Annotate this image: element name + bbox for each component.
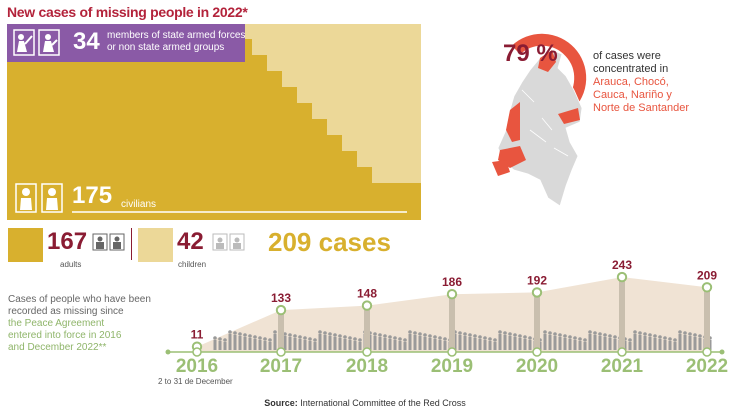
axis-tick bbox=[276, 347, 286, 357]
crowd-silhouettes bbox=[213, 330, 712, 350]
axis-tick bbox=[532, 347, 542, 357]
concentration-regions1: Arauca, Chocó, bbox=[593, 76, 669, 88]
data-point bbox=[275, 304, 287, 316]
note: Cases of people who have been recorded a… bbox=[8, 294, 151, 354]
data-label: 148 bbox=[357, 287, 377, 301]
concentration-regions3: Norte de Santander bbox=[593, 102, 690, 114]
first-year-subtitle: 2 to 31 de December bbox=[158, 377, 233, 386]
children-label: children bbox=[178, 260, 207, 269]
total-cases: 209 cases bbox=[268, 227, 391, 257]
axis-tick bbox=[362, 347, 372, 357]
divider bbox=[131, 228, 132, 260]
civilian-staircase bbox=[7, 24, 421, 220]
civilians-label: civilians bbox=[121, 199, 157, 210]
concentration-text: of cases were concentrated in Arauca, Ch… bbox=[593, 50, 689, 115]
value-pole bbox=[278, 310, 284, 352]
data-point bbox=[616, 271, 628, 283]
region-arauca bbox=[558, 108, 580, 124]
data-label: 133 bbox=[271, 291, 291, 305]
note-line1: Cases of people who have been bbox=[8, 294, 151, 305]
armed-label-line1: members of state armed forces bbox=[107, 30, 246, 41]
data-label: 186 bbox=[442, 275, 462, 289]
note-line2: recorded as missing since bbox=[8, 306, 124, 317]
adults-count: 167 bbox=[47, 228, 88, 255]
region-narino bbox=[492, 160, 510, 176]
axis-tick bbox=[617, 347, 627, 357]
data-point bbox=[701, 282, 713, 293]
axis-tick bbox=[447, 347, 457, 357]
year-label: 2017 bbox=[260, 356, 302, 377]
armed-label-line2: or non state armed groups bbox=[107, 42, 225, 53]
percent-value: 79 % bbox=[503, 40, 558, 67]
data-point bbox=[531, 287, 543, 298]
adult-icons bbox=[92, 233, 125, 251]
composition-graphic bbox=[7, 24, 421, 220]
region-norte-de-santander bbox=[538, 50, 556, 72]
value-pole bbox=[364, 305, 370, 352]
adults-swatch bbox=[8, 228, 43, 262]
country-shape bbox=[497, 49, 583, 207]
value-pole bbox=[704, 287, 710, 352]
value-pole bbox=[534, 292, 540, 352]
child-icons bbox=[212, 233, 245, 251]
source-text: International Committee of the Red Cross bbox=[297, 398, 466, 408]
data-label: 11 bbox=[191, 328, 204, 342]
data-point bbox=[446, 289, 458, 300]
armed-count: 34 bbox=[73, 28, 100, 55]
region-choco bbox=[506, 102, 520, 142]
axis-tick bbox=[192, 347, 202, 357]
children-count: 42 bbox=[177, 228, 204, 255]
children-swatch bbox=[138, 228, 173, 262]
year-label: 2020 bbox=[516, 356, 558, 377]
data-label: 209 bbox=[697, 268, 717, 282]
note-line4: entered into force in 2016 bbox=[8, 330, 122, 341]
civilians-count: 175 bbox=[72, 182, 113, 209]
data-label: 192 bbox=[527, 273, 547, 287]
concentration-line1: of cases were bbox=[593, 50, 661, 62]
colombia-map bbox=[492, 33, 587, 207]
civilian-people-icon bbox=[15, 183, 63, 213]
concentration-line2: concentrated in bbox=[593, 63, 669, 75]
data-point bbox=[361, 300, 373, 311]
value-pole bbox=[449, 294, 455, 352]
year-label: 2022 bbox=[686, 356, 728, 377]
source-prefix: Source: bbox=[264, 398, 298, 408]
axis-tick bbox=[702, 347, 712, 357]
adults-label: adults bbox=[60, 260, 82, 269]
note-line5: and December 2022** bbox=[8, 342, 107, 353]
chart-title: New cases of missing people in 2022* bbox=[7, 4, 248, 20]
source: Source: International Committee of the R… bbox=[0, 398, 730, 408]
armed-people-icon bbox=[13, 29, 60, 56]
year-label: 2018 bbox=[346, 356, 388, 377]
year-label: 2019 bbox=[431, 356, 473, 377]
note-line3: the Peace Agreement bbox=[8, 318, 105, 329]
value-pole bbox=[619, 277, 625, 352]
year-label: 2016 bbox=[176, 356, 218, 377]
concentration-regions2: Cauca, Nariño y bbox=[593, 89, 672, 101]
armed-label: members of state armed forces or non sta… bbox=[107, 30, 245, 54]
percent-arc bbox=[511, 33, 587, 111]
year-label: 2021 bbox=[601, 356, 644, 377]
trend-chart: 11 2016 133 2017 148 2018 186 2019 192 2020 243 202… bbox=[165, 258, 728, 377]
data-label: 243 bbox=[612, 258, 632, 272]
